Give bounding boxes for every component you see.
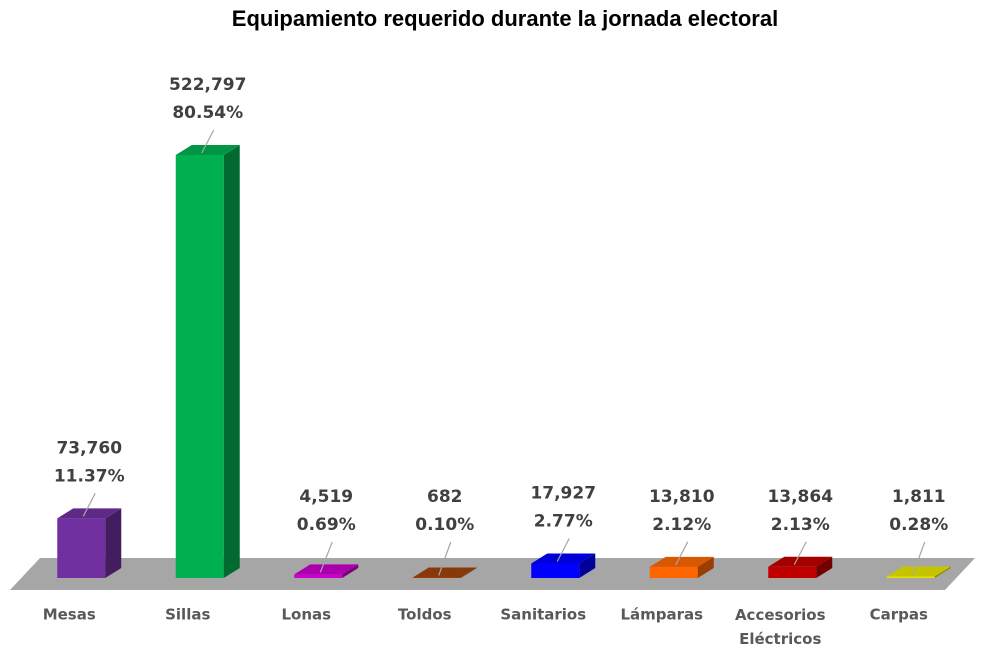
value-label: 73,760 bbox=[56, 438, 122, 458]
bar-side bbox=[934, 566, 951, 578]
bar-top bbox=[531, 553, 596, 564]
bar-front bbox=[412, 577, 461, 578]
value-label: 522,797 bbox=[169, 75, 246, 95]
share-label: 0.69% bbox=[297, 515, 356, 535]
value-label: 17,927 bbox=[530, 483, 596, 503]
bar-top bbox=[175, 145, 240, 155]
bar-top bbox=[57, 508, 122, 519]
bar-front bbox=[531, 563, 580, 578]
share-label: 0.10% bbox=[415, 515, 474, 535]
x-tick-label: Sanitarios bbox=[500, 606, 586, 624]
share-label: 2.77% bbox=[534, 511, 593, 531]
chart-title: Equipamiento requerido durante la jornad… bbox=[232, 6, 778, 31]
share-label: 0.28% bbox=[889, 515, 948, 535]
value-label: 682 bbox=[427, 487, 463, 507]
bar-side bbox=[697, 556, 714, 578]
bar bbox=[175, 145, 240, 578]
bar-side bbox=[223, 145, 240, 578]
x-tick-label: Toldos bbox=[398, 606, 452, 624]
value-label: 13,864 bbox=[767, 487, 833, 507]
value-label: 4,519 bbox=[299, 487, 353, 507]
leader-line bbox=[438, 541, 452, 576]
bar-front bbox=[768, 566, 817, 578]
bar-side bbox=[816, 556, 833, 578]
share-label: 11.37% bbox=[54, 466, 125, 486]
x-tick-label: Lámparas bbox=[620, 606, 703, 624]
floor bbox=[10, 558, 975, 590]
x-tick-label: Accesorios Eléctricos bbox=[735, 606, 826, 648]
leader-line bbox=[675, 541, 689, 566]
value-label: 1,811 bbox=[892, 487, 946, 507]
bar-top bbox=[768, 556, 833, 567]
bar-front bbox=[175, 155, 224, 578]
bar-side bbox=[579, 553, 596, 578]
leader-line bbox=[201, 129, 215, 154]
bar bbox=[649, 556, 714, 578]
leader-line bbox=[82, 493, 96, 517]
x-tick-label: Lonas bbox=[281, 606, 331, 624]
bar-side bbox=[342, 564, 359, 578]
share-label: 2.13% bbox=[771, 515, 830, 535]
bar bbox=[768, 556, 833, 578]
share-label: 2.12% bbox=[652, 515, 711, 535]
bar-top bbox=[886, 566, 951, 577]
leader-line bbox=[556, 538, 570, 562]
bar-side bbox=[460, 567, 477, 578]
bar-top bbox=[649, 556, 714, 567]
bar-front bbox=[57, 518, 106, 578]
bar bbox=[294, 564, 359, 578]
x-tick-label: Carpas bbox=[870, 606, 928, 624]
leader-line bbox=[912, 541, 926, 575]
bar bbox=[886, 566, 951, 578]
bar-top bbox=[412, 567, 477, 578]
x-tick-label: Sillas bbox=[165, 606, 210, 624]
bar-front bbox=[294, 574, 343, 578]
value-label: 13,810 bbox=[649, 487, 715, 507]
bar bbox=[531, 553, 596, 578]
leader-line bbox=[319, 541, 333, 573]
bar-top bbox=[294, 564, 359, 575]
bar-front bbox=[886, 576, 935, 578]
x-tick-label: Mesas bbox=[43, 606, 96, 624]
bar bbox=[412, 567, 477, 578]
bar-front bbox=[649, 566, 698, 578]
leader-line bbox=[793, 541, 807, 566]
bar bbox=[57, 508, 122, 578]
share-label: 80.54% bbox=[172, 103, 243, 123]
bar-side bbox=[105, 508, 122, 578]
